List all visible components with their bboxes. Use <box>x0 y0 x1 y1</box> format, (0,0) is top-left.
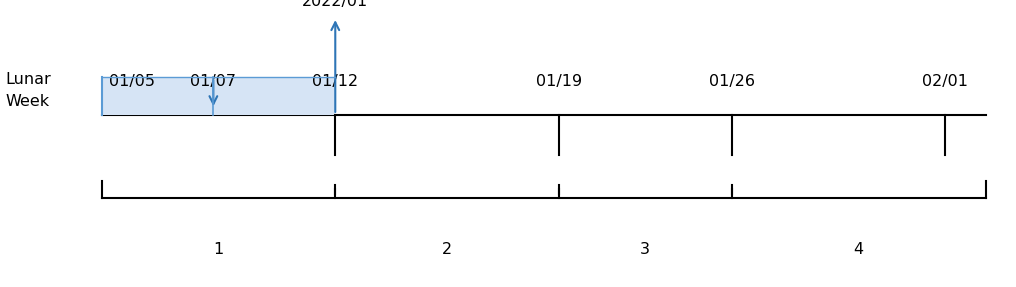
Text: 02/01: 02/01 <box>922 74 968 89</box>
Text: 01/19: 01/19 <box>535 74 582 89</box>
Text: 4: 4 <box>853 242 864 257</box>
Text: 1: 1 <box>213 242 224 257</box>
Text: 01/07: 01/07 <box>190 74 237 89</box>
Text: 2022/01: 2022/01 <box>302 0 369 9</box>
Text: 01/26: 01/26 <box>708 74 755 89</box>
Text: 01/12: 01/12 <box>312 74 359 89</box>
Bar <box>102 77 335 115</box>
Text: Lunar
Week: Lunar Week <box>5 72 51 109</box>
Text: 2: 2 <box>442 242 452 257</box>
Text: 01/05: 01/05 <box>109 74 155 89</box>
Text: 3: 3 <box>640 242 650 257</box>
